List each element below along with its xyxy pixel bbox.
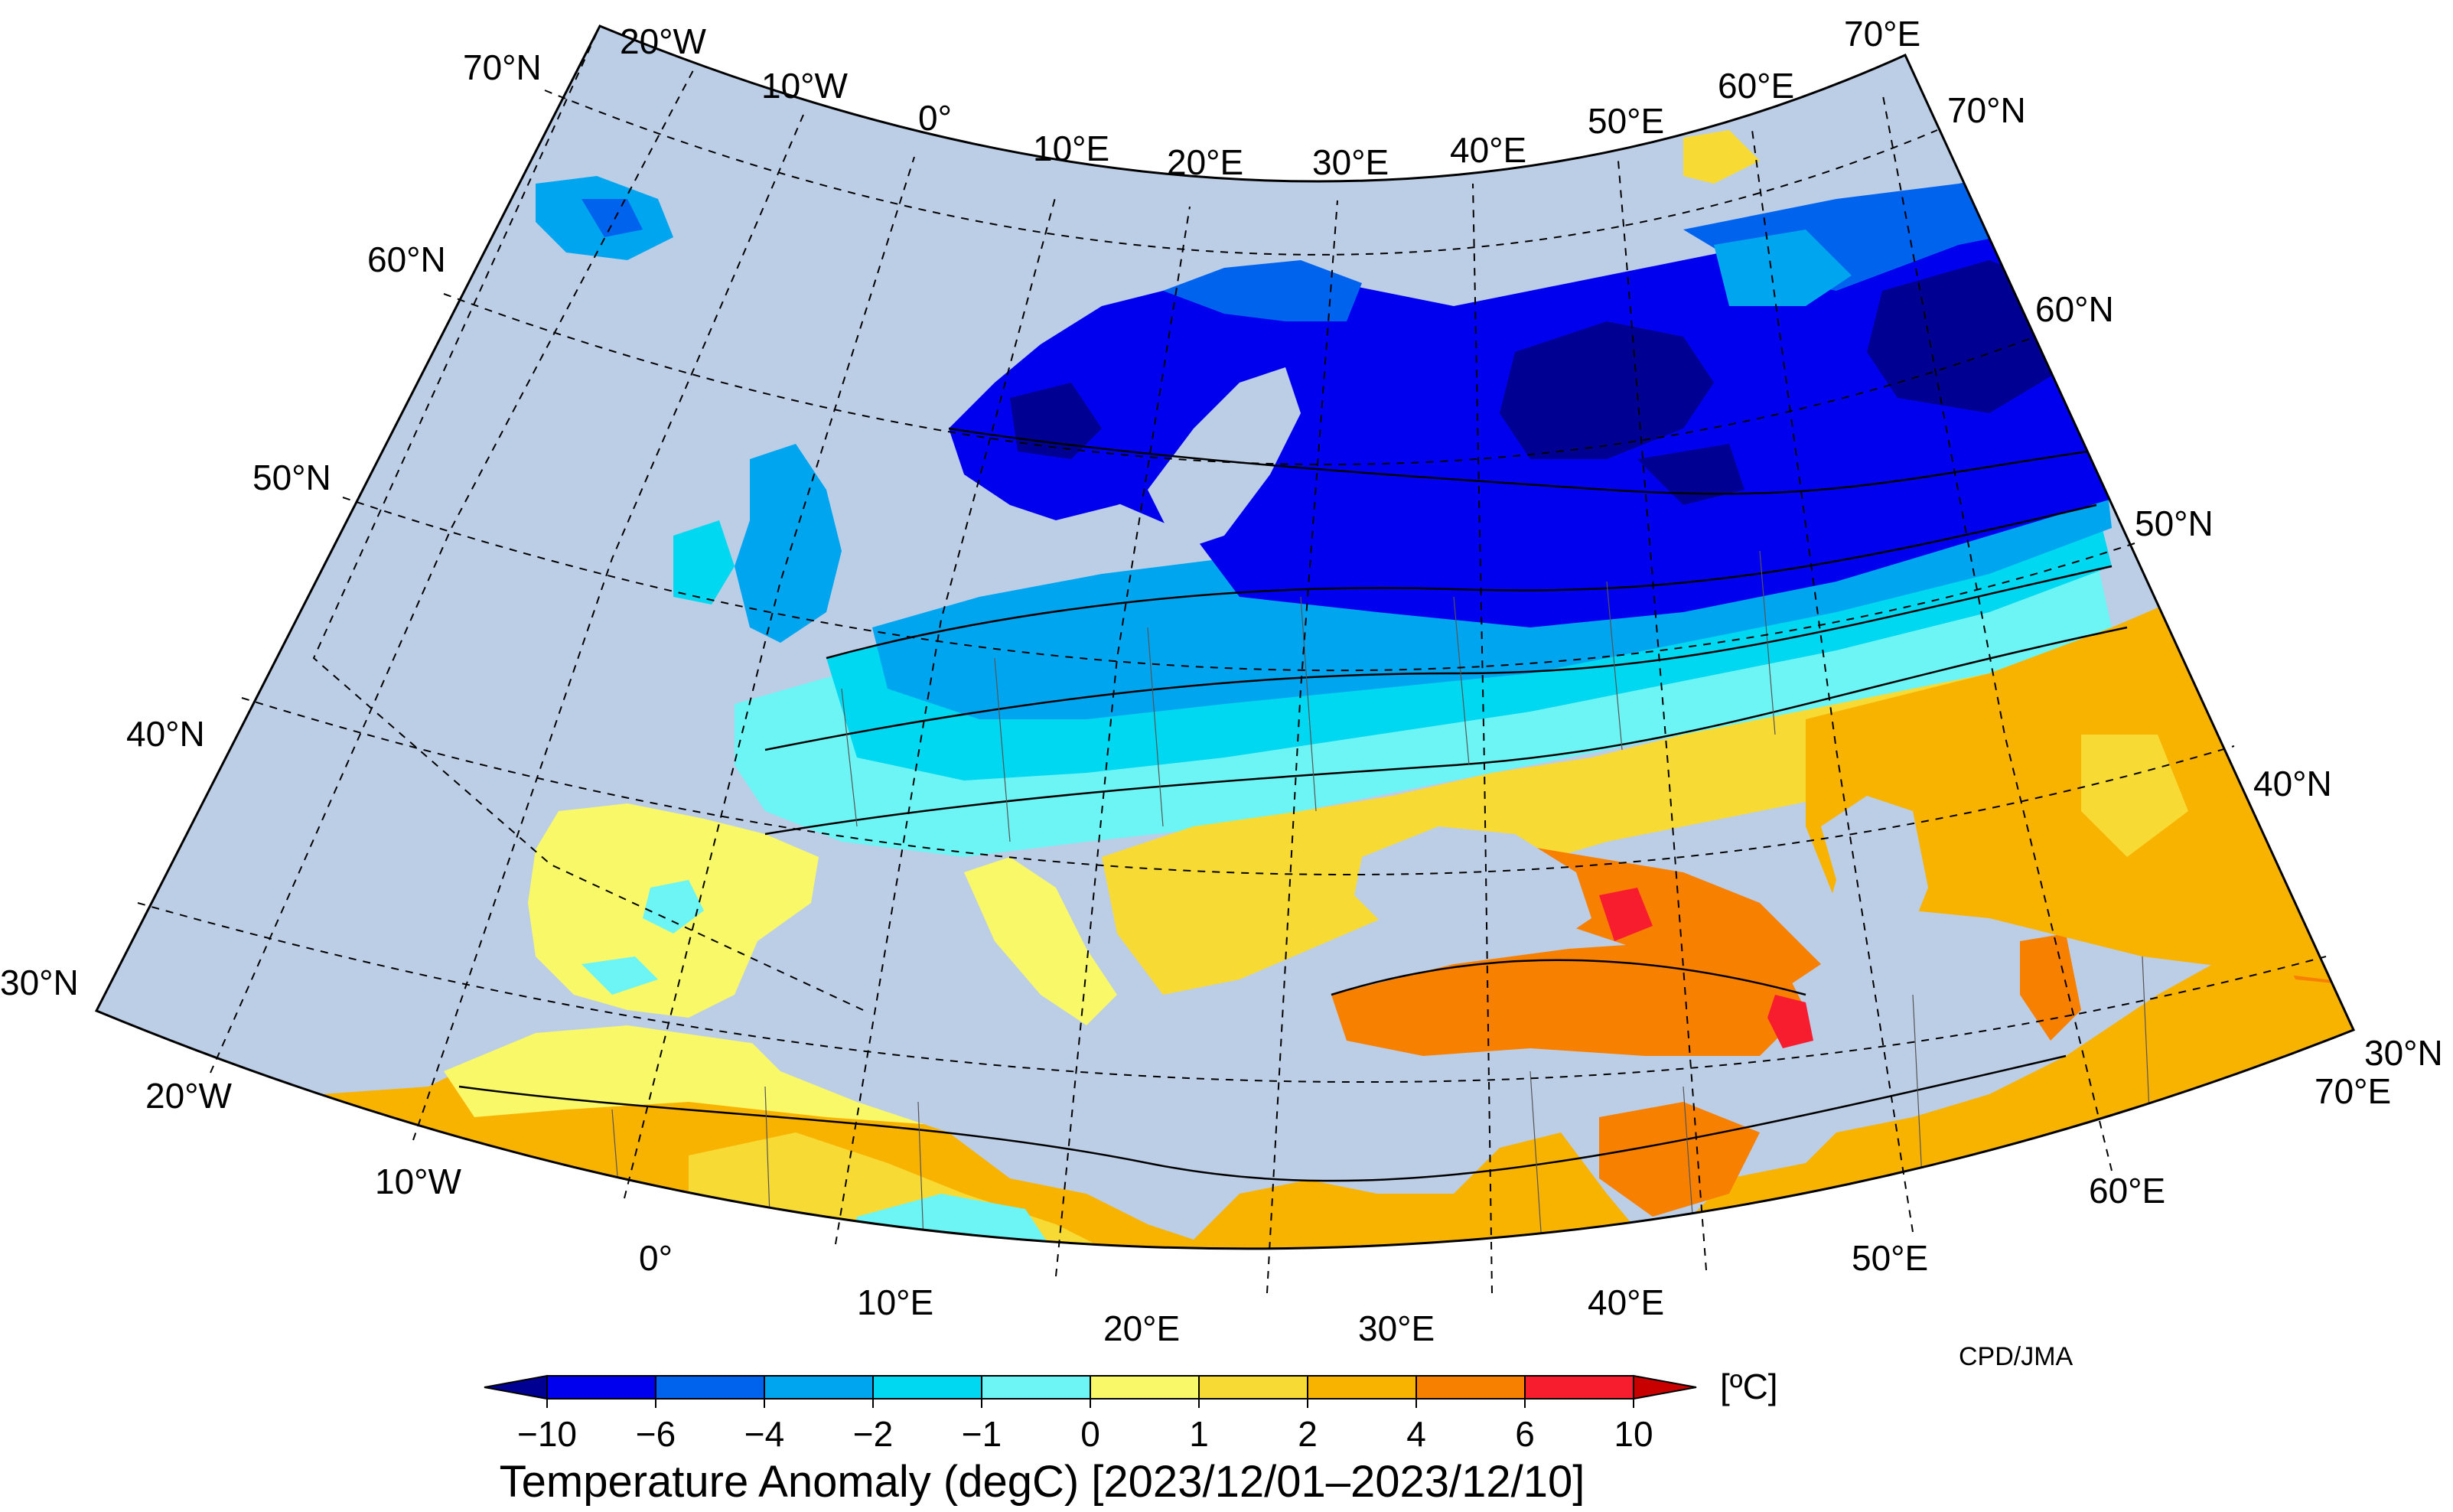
colorbar-tick-label: −2 xyxy=(853,1414,893,1454)
land-maghreb xyxy=(444,1025,933,1125)
lon-label: 10°E xyxy=(1033,129,1109,168)
land-novaya-zemlya xyxy=(1683,130,1760,184)
contour-line xyxy=(826,503,2097,660)
land-iceland-cold xyxy=(581,199,643,237)
colorbar-swatch xyxy=(1633,1374,1697,1400)
credit-label: CPD/JMA xyxy=(1959,1342,2073,1371)
lat-label: 50°N xyxy=(2135,503,2214,543)
graticule xyxy=(137,25,2327,1294)
land-uk xyxy=(735,444,842,643)
colorbar-swatch xyxy=(981,1375,1091,1400)
caspian-sea xyxy=(1821,796,1928,1025)
lon-label: 30°E xyxy=(1358,1308,1435,1348)
contour-line xyxy=(458,1054,2067,1182)
colorbar-swatch xyxy=(872,1375,982,1400)
lon-label: 40°E xyxy=(1450,130,1526,170)
lat-labels-right: 70°N 60°N 50°N 40°N 30°N xyxy=(1947,90,2443,1073)
land-ireland xyxy=(673,520,735,604)
colorbar-swatch xyxy=(546,1375,656,1400)
colorbar-tick-label: −4 xyxy=(744,1414,784,1454)
lon-label: 70°E xyxy=(1844,14,1920,54)
lon-label: 10°E xyxy=(857,1282,933,1322)
lat-label: 70°N xyxy=(463,47,542,87)
baltic-sea xyxy=(1148,367,1301,551)
black-sea xyxy=(1354,826,1591,956)
lon-label: 20°E xyxy=(1167,142,1243,182)
lon-label: 20°W xyxy=(620,21,707,61)
lat-label: 50°N xyxy=(252,458,331,497)
lat-label: 40°N xyxy=(126,714,205,754)
colorbar-tick-label: 2 xyxy=(1298,1414,1318,1454)
colorbar-swatch xyxy=(764,1375,874,1400)
colorbar-swatch xyxy=(1307,1375,1417,1400)
lat-label: 60°N xyxy=(367,240,446,279)
lat-label: 30°N xyxy=(2364,1033,2443,1073)
lon-label: 50°E xyxy=(1852,1238,1928,1278)
colorbar-tick-label: 4 xyxy=(1406,1414,1426,1454)
colorbar-tick-label: 0 xyxy=(1080,1414,1100,1454)
land-iberia-cool xyxy=(581,880,704,995)
lat-label: 30°N xyxy=(0,963,79,1002)
land-russia-coldest xyxy=(1010,260,2066,505)
colorbar-swatch xyxy=(484,1374,548,1400)
lon-label: 20°W xyxy=(145,1076,233,1116)
lat-label: 40°N xyxy=(2253,764,2332,803)
map-title: Temperature Anomaly (degC) [2023/12/01–2… xyxy=(500,1457,1585,1507)
land-finland xyxy=(1163,260,1362,321)
lon-labels-bottom: 20°W 10°W 0° 10°E 20°E 30°E 40°E 50°E 60… xyxy=(145,1071,2391,1348)
lon-label: 20°E xyxy=(1103,1308,1180,1348)
colorbar-tick-label: −6 xyxy=(636,1414,676,1454)
contour-line xyxy=(948,427,2143,495)
colorbar-swatches xyxy=(484,1374,1697,1400)
lon-label: 70°E xyxy=(2315,1071,2391,1111)
lon-label: 10°W xyxy=(375,1162,462,1201)
land-caucasus xyxy=(1500,842,1821,995)
colorbar-swatch xyxy=(1415,1375,1526,1400)
lon-labels-top: 20°W 10°W 0° 10°E 20°E 30°E 40°E 50°E 60… xyxy=(620,14,1920,182)
lat-labels-left: 70°N 60°N 50°N 40°N 30°N xyxy=(0,47,542,1002)
lon-label: 10°W xyxy=(761,66,849,106)
colorbar-tick-label: 10 xyxy=(1614,1414,1653,1454)
land-scandinavia xyxy=(949,275,1393,520)
land-italy xyxy=(964,857,1117,1025)
mediterranean-sea xyxy=(735,949,1500,1224)
land-kazakhstan-cool xyxy=(2081,735,2188,857)
colorbar-swatch xyxy=(1198,1375,1308,1400)
lon-label: 50°E xyxy=(1588,101,1664,141)
colorbar-ticks: −10 −6 −4 −2 −1 0 1 2 4 6 10 xyxy=(517,1399,1653,1454)
colorbar-unit: [ºC] xyxy=(1720,1367,1778,1406)
colorbar-tick-label: −10 xyxy=(517,1414,577,1454)
colorbar-swatch xyxy=(655,1375,765,1400)
land-caucasus-hot xyxy=(1599,888,1813,1048)
land-northeast-russia xyxy=(1714,230,1852,306)
lat-label: 70°N xyxy=(1947,90,2026,130)
colorbar-tick-label: 1 xyxy=(1189,1414,1209,1454)
lon-label: 60°E xyxy=(1718,66,1794,106)
lon-label: 40°E xyxy=(1588,1282,1664,1322)
lon-label: 0° xyxy=(639,1238,673,1278)
lon-label: 0° xyxy=(918,98,952,138)
land-iraq-hot xyxy=(1599,1102,1760,1217)
colorbar-swatch xyxy=(1524,1375,1634,1400)
colorbar: −10 −6 −4 −2 −1 0 1 2 4 6 10 [ºC] xyxy=(484,1367,1778,1454)
lon-label: 60°E xyxy=(2089,1171,2165,1211)
contour-line xyxy=(764,626,2128,836)
lon-label: 30°E xyxy=(1312,142,1389,182)
lat-label: 60°N xyxy=(2035,289,2114,329)
contour-line xyxy=(1331,959,1806,996)
map-frame xyxy=(94,24,2356,1250)
contour-line xyxy=(764,565,2113,751)
colorbar-tick-label: 6 xyxy=(1515,1414,1535,1454)
colorbar-tick-label: −1 xyxy=(962,1414,1002,1454)
colorbar-swatch xyxy=(1090,1375,1200,1400)
